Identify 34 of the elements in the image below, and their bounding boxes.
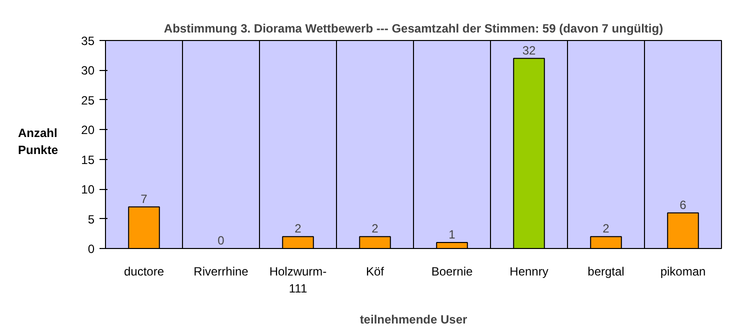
- data-label: 0: [218, 234, 225, 248]
- y-tick-label: 0: [88, 242, 95, 256]
- x-tick-label: bergtal: [588, 264, 624, 278]
- y-tick-label: 20: [81, 123, 95, 138]
- x-tick-label: pikoman: [660, 264, 706, 278]
- chart-title: Abstimmung 3. Diorama Wettbewerb --- Gesamtzahl der Stimmen: 59 (davon 7 ungültig): [164, 22, 664, 36]
- data-label: 6: [680, 198, 687, 212]
- y-tick-label: 35: [81, 34, 95, 48]
- data-label: 7: [140, 192, 148, 206]
- x-axis-title: teilnehmende User: [360, 312, 468, 326]
- y-tick-label: 30: [81, 64, 95, 78]
- x-tick-label: Hennry: [510, 264, 548, 278]
- x-tick-label: ductore: [124, 264, 164, 278]
- x-tick-label: Köf: [366, 264, 385, 278]
- y-tick-label: 25: [81, 93, 95, 108]
- bar: [590, 236, 622, 248]
- y-tick-label: 5: [88, 212, 95, 226]
- data-label: 32: [522, 43, 536, 58]
- bar: [513, 58, 545, 248]
- y-tick-label: 15: [81, 152, 95, 167]
- x-tick-label: Holzwurm-111: [269, 264, 327, 296]
- bar: [282, 236, 314, 248]
- y-tick-label: 10: [81, 182, 95, 197]
- data-label: 2: [602, 222, 610, 236]
- bar: [436, 242, 468, 248]
- data-label: 2: [294, 222, 302, 236]
- data-label: 1: [448, 228, 456, 242]
- bar: [667, 212, 699, 248]
- data-label: 2: [372, 222, 379, 236]
- x-tick-label: Boernie: [431, 264, 474, 278]
- bar: [128, 206, 160, 248]
- y-axis-title: Anzahl Punkte: [18, 125, 58, 160]
- x-tick-label: Riverrhine: [194, 264, 249, 278]
- bar: [359, 236, 391, 248]
